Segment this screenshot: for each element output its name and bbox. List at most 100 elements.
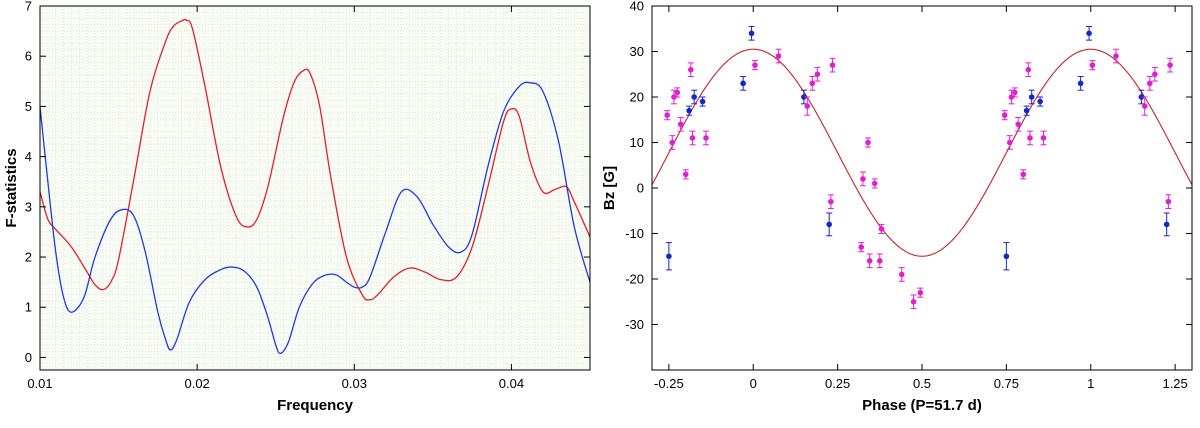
point-marker	[865, 139, 871, 146]
y-axis-ticks: -30 -20 -10 0 10 20 30 40	[625, 0, 1192, 332]
point-marker	[671, 94, 677, 100]
data-point	[740, 76, 747, 91]
data-point	[859, 171, 866, 187]
data-point	[1020, 169, 1027, 180]
point-marker	[1167, 62, 1173, 68]
series-line-1	[40, 81, 590, 355]
y-tick-label: 0	[25, 350, 32, 365]
point-marker	[669, 139, 676, 146]
y-tick-label: -30	[625, 317, 644, 332]
point-marker	[1028, 94, 1035, 100]
point-marker	[1015, 121, 1021, 128]
data-point	[699, 96, 706, 107]
data-point	[878, 223, 885, 234]
y-tick-label: 3	[25, 199, 32, 214]
point-marker	[1141, 103, 1148, 109]
data-point	[1027, 130, 1033, 146]
point-marker	[677, 121, 684, 128]
point-marker	[1003, 253, 1010, 260]
data-point	[1003, 242, 1010, 271]
data-point	[677, 116, 684, 132]
y-tick-label: 6	[25, 49, 32, 64]
point-marker	[1027, 135, 1033, 141]
x-tick-label: 0.25	[825, 376, 850, 391]
data-point	[1025, 62, 1032, 78]
data-point	[664, 110, 671, 121]
point-marker	[829, 62, 836, 68]
frequency-periodogram-chart: 0.01 0.02 0.03 0.04 0 1 2 3 4 5 6 7 Frequency F-stati…	[3, 0, 591, 414]
data-point	[866, 253, 873, 269]
series-line-0	[40, 18, 590, 301]
point-marker	[866, 258, 873, 264]
point-marker	[804, 103, 811, 109]
point-marker	[1077, 80, 1084, 87]
y-tick-label: 7	[25, 0, 32, 14]
data-point	[1008, 89, 1015, 105]
x-axis-label: Frequency	[277, 397, 354, 414]
point-marker	[1086, 30, 1092, 37]
y-tick-label: 0	[637, 181, 644, 196]
data-point	[1015, 116, 1022, 132]
point-marker	[1001, 112, 1008, 118]
data-point	[687, 62, 694, 78]
data-point	[1006, 135, 1013, 150]
point-marker	[1006, 139, 1013, 146]
point-marker	[814, 71, 821, 78]
y-tick-label: 4	[25, 149, 32, 164]
point-marker	[1012, 89, 1018, 96]
point-marker	[877, 258, 883, 264]
point-marker	[703, 135, 709, 141]
point-marker	[1020, 171, 1027, 178]
point-marker	[688, 66, 694, 73]
point-marker	[826, 221, 832, 228]
y-axis-label: F-statistics	[3, 148, 20, 227]
point-marker	[689, 135, 696, 141]
point-marker	[691, 94, 697, 100]
data-point	[1040, 130, 1047, 146]
y-tick-label: 10	[630, 135, 644, 150]
point-marker	[1025, 66, 1032, 73]
data-point	[910, 294, 917, 310]
point-marker	[871, 180, 878, 187]
point-marker	[1008, 94, 1015, 100]
data-point	[1028, 89, 1035, 105]
phase-curve-chart: -0.25 0 0.25 0.5 0.75 1 1.25 -30 -20 -10 0 10 20 30 40…	[601, 0, 1193, 414]
x-axis-ticks: -0.25 0 0.25 0.5 0.75 1 1.25	[654, 6, 1188, 391]
point-marker	[752, 62, 758, 68]
point-marker	[1147, 80, 1153, 87]
data-point	[865, 137, 871, 148]
point-marker	[1138, 94, 1145, 100]
point-marker	[858, 244, 865, 250]
data-point	[871, 178, 878, 189]
y-tick-label: 2	[25, 250, 32, 265]
data-point	[826, 212, 833, 237]
plot-area	[652, 6, 1192, 370]
x-tick-label: 0	[750, 376, 757, 391]
point-marker	[1040, 135, 1047, 141]
data-point	[775, 48, 782, 64]
data-point	[674, 87, 681, 98]
y-tick-label: 5	[25, 99, 32, 114]
data-point	[669, 135, 676, 150]
point-marker	[801, 94, 807, 100]
point-marker	[1089, 62, 1096, 68]
data-point	[1151, 66, 1158, 82]
x-axis-label: Phase (P=51.7 d)	[862, 397, 982, 414]
data-point	[689, 130, 696, 146]
data-point	[858, 242, 865, 253]
x-tick-label: 0.75	[994, 376, 1019, 391]
y-tick-label: 40	[630, 0, 644, 14]
point-marker	[699, 98, 706, 105]
data-point	[898, 267, 905, 282]
data-point	[703, 130, 709, 146]
data-point	[1146, 76, 1153, 91]
point-marker	[666, 253, 672, 260]
y-tick-label: 30	[630, 44, 644, 59]
data-layer	[652, 25, 1192, 310]
data-point	[682, 169, 689, 180]
x-tick-label: 0.5	[913, 376, 931, 391]
point-marker	[682, 171, 689, 178]
x-tick-label: -0.25	[654, 376, 684, 391]
y-tick-label: -10	[625, 226, 644, 241]
data-layer	[40, 18, 590, 355]
